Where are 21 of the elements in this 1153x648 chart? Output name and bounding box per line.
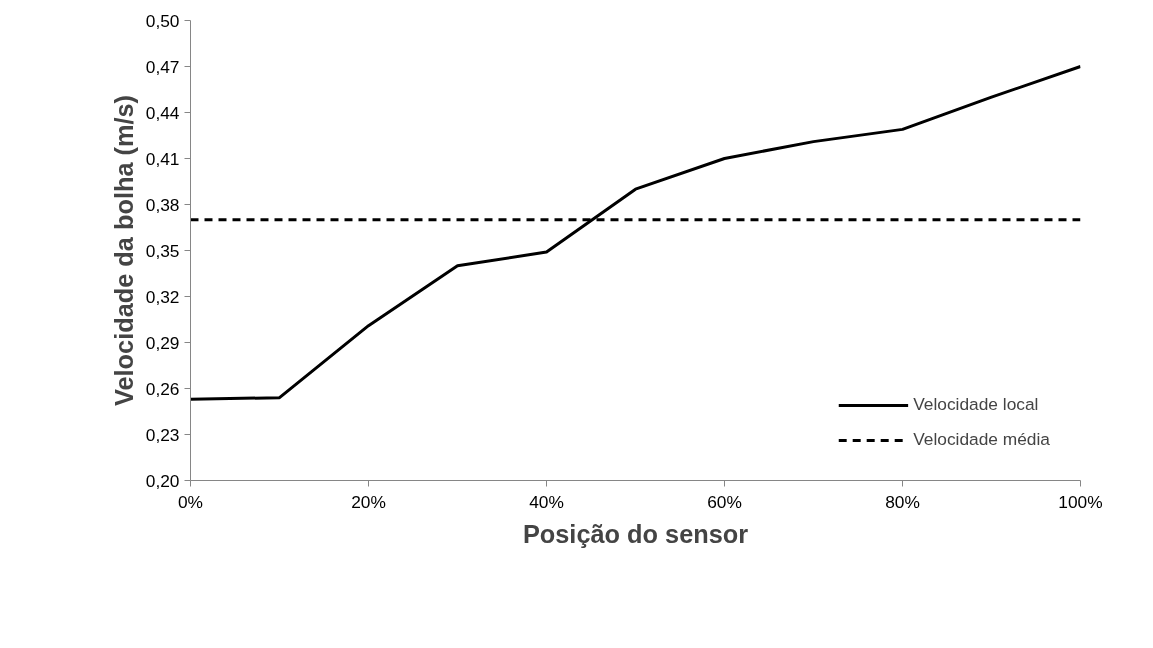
y-tick-label: 0,35 (145, 240, 180, 261)
legend-label: Velocidade local (913, 394, 1039, 415)
y-tick-label: 0,32 (145, 286, 180, 307)
y-axis-title: Velocidade da bolha (m/s) (109, 94, 138, 407)
y-tick-label: 0,20 (145, 470, 180, 491)
y-tick-label: 0,38 (145, 194, 180, 215)
y-tick-label: 0,29 (145, 332, 180, 353)
x-tick-label: 100% (1058, 491, 1103, 512)
x-tick-label: 80% (885, 491, 920, 512)
y-tick-label: 0,41 (145, 148, 180, 169)
x-tick-label: 60% (707, 491, 742, 512)
x-axis-title: Posição do sensor (522, 519, 749, 548)
y-tick-label: 0,44 (145, 102, 180, 123)
x-tick-label: 40% (529, 491, 564, 512)
y-tick-label: 0,50 (145, 10, 180, 31)
y-tick-label: 0,47 (145, 56, 180, 77)
x-tick-label: 20% (351, 491, 386, 512)
x-tick-label: 0% (177, 491, 204, 512)
y-tick-label: 0,26 (145, 378, 180, 399)
y-tick-label: 0,23 (145, 424, 180, 445)
legend-label: Velocidade média (913, 429, 1050, 450)
